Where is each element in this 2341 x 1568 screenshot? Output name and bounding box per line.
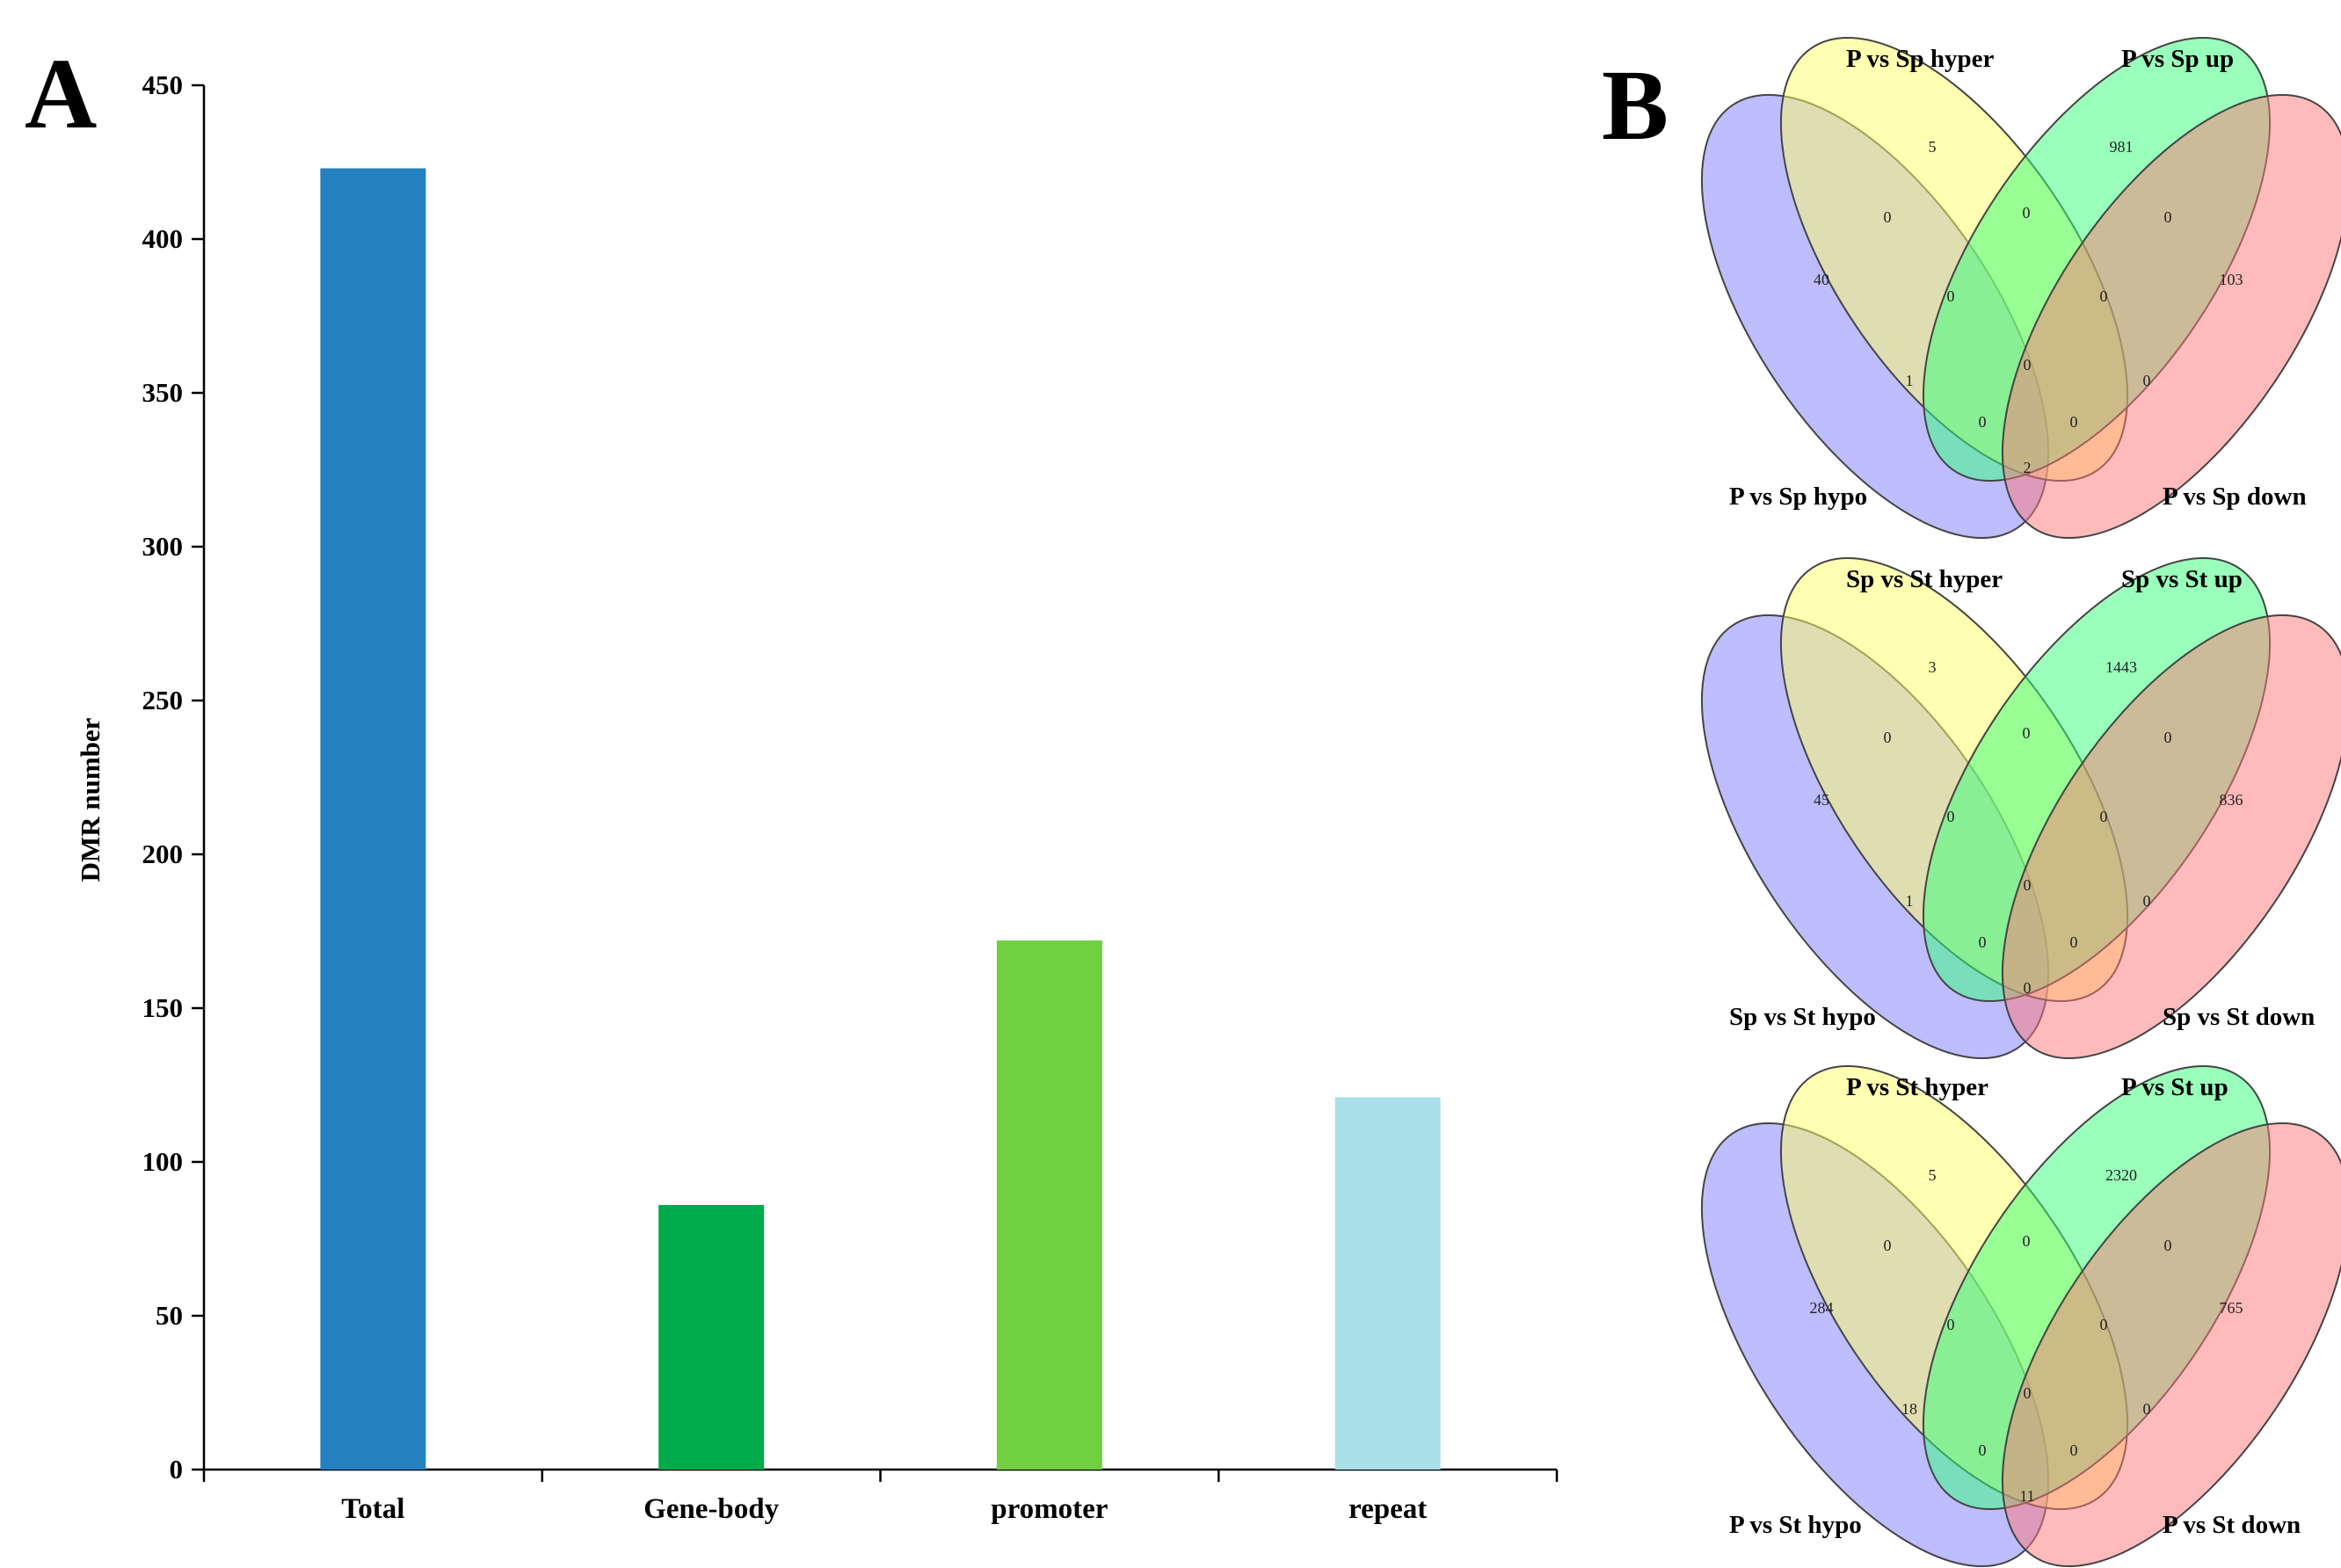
venn-count-d: 836 xyxy=(2220,791,2243,809)
venn-count-d: 103 xyxy=(2220,271,2243,288)
venn-count-ac: 1 xyxy=(1906,892,1914,910)
category-label: repeat xyxy=(1349,1493,1427,1525)
bar-repeat xyxy=(1334,1097,1441,1470)
venn-set-d xyxy=(2001,614,2341,1059)
venn-count-bd: 0 xyxy=(2143,372,2151,389)
venn-count-bcd: 0 xyxy=(2100,1316,2108,1333)
venn-count-ad: 0 xyxy=(2024,979,2032,997)
venn-count-abc: 0 xyxy=(1947,1316,1955,1333)
venn-count-a: 284 xyxy=(1810,1299,1834,1317)
y-tick-label: 200 xyxy=(142,838,184,869)
venn-count-bc: 0 xyxy=(2023,1232,2031,1250)
panel-a-label: A xyxy=(25,38,97,149)
venn-count-b: 5 xyxy=(1929,138,1937,156)
category-label: Total xyxy=(341,1493,404,1525)
venn-count-a: 45 xyxy=(1814,791,1829,809)
venn-count-ab: 0 xyxy=(1884,208,1892,226)
venn-count-abcd: 0 xyxy=(2024,1384,2032,1402)
venn-count-abcd: 0 xyxy=(2024,876,2032,894)
venn-count-abcd: 0 xyxy=(2024,356,2032,374)
venn-count-ab: 0 xyxy=(1884,729,1892,746)
y-tick-label: 100 xyxy=(142,1146,184,1177)
venn-count-cd: 0 xyxy=(2164,1237,2172,1254)
venn-diagram-3: 5 2320 284 765 0 0 0 0 0 18 0 0 0 0 11 P vs St hypo P vs… xyxy=(1700,1065,2341,1567)
venn-count-bcd: 0 xyxy=(2100,808,2108,825)
venn-count-acd: 0 xyxy=(1979,933,1987,951)
venn-count-cd: 0 xyxy=(2164,729,2172,746)
venn-count-bd: 0 xyxy=(2143,1400,2151,1418)
venn-count-ad: 11 xyxy=(2019,1487,2034,1505)
venn-count-d: 765 xyxy=(2220,1299,2243,1317)
category-labels: Total Gene-body promoter repeat xyxy=(341,1493,1427,1525)
y-tick-label: 400 xyxy=(142,223,184,254)
venn-diagram-1: 5 981 40 103 0 0 0 0 0 1 0 0 0 0 2 P vs Sp hypo P vs Sp … xyxy=(1700,37,2341,539)
y-tick-label: 450 xyxy=(142,69,184,100)
venn-count-bcd: 0 xyxy=(2100,287,2108,305)
venn-count-bc: 0 xyxy=(2023,204,2031,221)
venn-count-c: 1443 xyxy=(2105,658,2137,676)
y-tick-label: 50 xyxy=(156,1300,183,1331)
venn-set-label-d: Sp vs St down xyxy=(2163,1003,2315,1031)
venn-count-ac: 1 xyxy=(1906,372,1914,389)
venn-set-d xyxy=(2001,94,2341,539)
venn-count-ad: 2 xyxy=(2024,459,2032,476)
venn-set-label-a: Sp vs St hypo xyxy=(1729,1003,1876,1031)
venn-set-label-c: Sp vs St up xyxy=(2121,565,2243,593)
y-ticks: 0 50 100 150 200 250 300 350 400 450 xyxy=(142,69,204,1485)
bar-chart: DMR number 0 50 100 150 200 250 300 350 400 450 T… xyxy=(75,69,1559,1525)
y-tick-label: 0 xyxy=(170,1454,184,1485)
venn-count-bc: 0 xyxy=(2023,724,2031,742)
venn-set-label-b: P vs Sp hyper xyxy=(1846,45,1995,73)
venn-count-ab: 0 xyxy=(1884,1237,1892,1254)
bars xyxy=(320,168,1441,1470)
y-tick-label: 300 xyxy=(142,531,184,562)
venn-count-abd: 0 xyxy=(2070,413,2078,431)
y-tick-label: 250 xyxy=(142,685,184,715)
y-tick-label: 350 xyxy=(142,377,184,408)
venn-count-abc: 0 xyxy=(1947,287,1955,305)
venn-count-abd: 0 xyxy=(2070,1441,2078,1459)
venn-count-c: 981 xyxy=(2110,138,2134,156)
venn-set-label-d: P vs Sp down xyxy=(2163,483,2307,511)
venn-set-label-b: P vs St hyper xyxy=(1846,1073,1988,1101)
panel-b-label: B xyxy=(1602,49,1669,161)
venn-count-abc: 0 xyxy=(1947,808,1955,825)
y-tick-label: 150 xyxy=(142,992,184,1023)
venn-set-label-a: P vs Sp hypo xyxy=(1729,483,1867,511)
venn-set-d xyxy=(2001,1122,2341,1567)
bar-gene-body xyxy=(658,1205,765,1470)
bar-promoter xyxy=(996,940,1102,1470)
venn-set-label-d: P vs St down xyxy=(2163,1511,2301,1539)
venn-count-ac: 18 xyxy=(1901,1400,1917,1418)
bar-total xyxy=(320,168,426,1470)
venn-count-cd: 0 xyxy=(2164,208,2172,226)
venn-count-c: 2320 xyxy=(2105,1166,2137,1184)
category-label: promoter xyxy=(991,1493,1108,1525)
venn-count-acd: 0 xyxy=(1979,1441,1987,1459)
venn-count-bd: 0 xyxy=(2143,892,2151,910)
venn-set-label-a: P vs St hypo xyxy=(1729,1511,1862,1539)
venn-count-a: 40 xyxy=(1814,271,1829,288)
venn-count-b: 5 xyxy=(1929,1166,1937,1184)
venn-count-acd: 0 xyxy=(1979,413,1987,431)
category-label: Gene-body xyxy=(643,1493,780,1525)
venn-count-b: 3 xyxy=(1929,658,1937,676)
venn-set-label-c: P vs St up xyxy=(2121,1073,2228,1101)
venn-count-abd: 0 xyxy=(2070,933,2078,951)
venn-set-label-b: Sp vs St hyper xyxy=(1846,565,2003,593)
x-ticks xyxy=(202,1470,1559,1482)
venn-diagram-2: 3 1443 45 836 0 0 0 0 0 1 0 0 0 0 0 Sp vs St hypo Sp vs … xyxy=(1700,557,2341,1059)
y-axis-label: DMR number xyxy=(75,717,105,882)
venn-set-label-c: P vs Sp up xyxy=(2121,45,2234,73)
